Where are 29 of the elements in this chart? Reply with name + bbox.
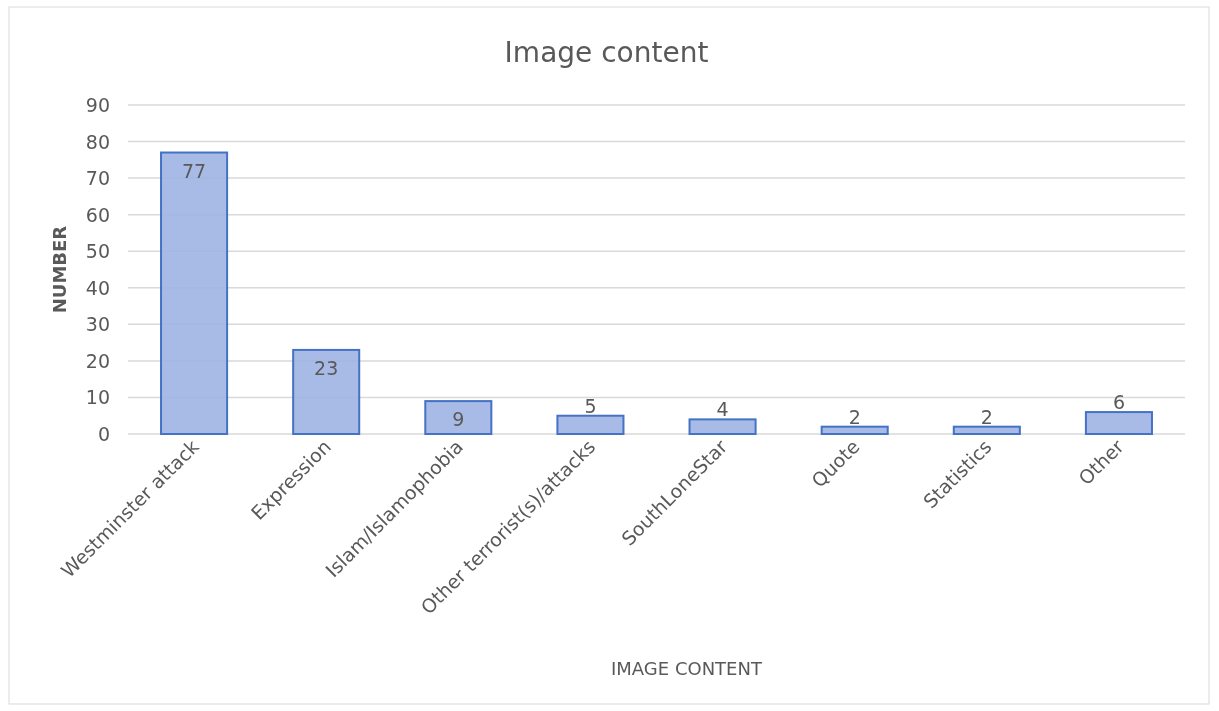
y-tick-label: 40: [85, 276, 110, 299]
data-label: 4: [716, 398, 729, 421]
y-tick-label: 20: [85, 349, 110, 372]
data-label: 9: [452, 408, 465, 431]
data-label: 2: [848, 405, 861, 428]
y-tick-label: 30: [85, 313, 110, 336]
data-label: 23: [314, 356, 339, 379]
bar: [292, 348, 361, 435]
bar: [1084, 411, 1153, 435]
y-axis-title: NUMBER: [49, 225, 70, 314]
y-tick-label: 70: [85, 167, 110, 190]
y-tick-label: 10: [85, 386, 110, 409]
bar: [424, 400, 493, 435]
chart-title: Image content: [504, 36, 709, 69]
y-tick-label: 90: [85, 94, 110, 116]
bar: [160, 151, 229, 435]
y-tick-label: 50: [85, 240, 110, 263]
y-tick-label: 80: [85, 130, 110, 153]
data-label: 5: [584, 394, 597, 417]
bar: [952, 425, 1021, 435]
data-label: 2: [980, 405, 993, 428]
bar: [688, 418, 757, 435]
data-label: 6: [1112, 391, 1125, 414]
data-label: 77: [181, 159, 207, 182]
y-tick-label: 0: [97, 423, 110, 445]
y-tick-label: 60: [85, 203, 110, 226]
bar: [556, 414, 625, 435]
x-axis-title: IMAGE CONTENT: [611, 658, 763, 679]
bar: [820, 425, 889, 435]
